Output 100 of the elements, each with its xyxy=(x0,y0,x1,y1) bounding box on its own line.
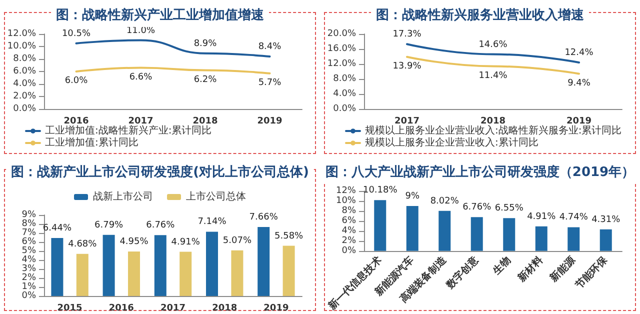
data-label: 12.4% xyxy=(564,48,594,58)
y-tick-label: 2% xyxy=(22,273,36,283)
y-tick-label: 5% xyxy=(22,246,36,256)
bar xyxy=(154,235,166,296)
y-tick-label: 8% xyxy=(22,219,36,229)
bar xyxy=(568,227,580,251)
data-label: 5.07% xyxy=(222,236,252,246)
legend-label: 战新上市公司 xyxy=(93,190,153,202)
y-tick-label: 10.0% xyxy=(7,42,36,52)
y-tick-label: 0% xyxy=(342,246,356,256)
data-label: 10.5% xyxy=(62,28,91,39)
x-tick-label: 2017 xyxy=(128,116,154,126)
y-tick-label: 4.0% xyxy=(13,79,36,89)
y-tick-label: 6.0% xyxy=(13,66,36,76)
y-tick-label: 8.0% xyxy=(333,74,356,84)
bar xyxy=(535,226,548,251)
data-label: 8.9% xyxy=(194,38,218,49)
y-tick-label: 20.0% xyxy=(327,29,356,39)
y-tick-label: 3% xyxy=(22,264,36,274)
legend-label: 规模以上服务业企业营业收入:累计同比 xyxy=(365,136,538,148)
bar xyxy=(206,232,218,296)
bar xyxy=(600,229,612,251)
bar xyxy=(438,210,451,251)
y-tick-label: 2.0% xyxy=(13,92,36,102)
y-tick-label: 6% xyxy=(342,216,356,226)
y-tick-label: 9% xyxy=(22,210,36,220)
bar xyxy=(128,251,140,296)
y-tick-label: 12.0% xyxy=(7,29,36,39)
y-tick-label: 2% xyxy=(342,236,356,246)
data-label: 4.91% xyxy=(527,212,556,222)
data-label: 4.91% xyxy=(171,237,200,248)
bar xyxy=(258,227,270,296)
x-tick-label: 生物 xyxy=(490,254,514,278)
data-label: 4.74% xyxy=(559,212,588,223)
bar xyxy=(51,238,64,296)
data-label: 14.6% xyxy=(478,40,508,50)
x-tick-label: 2015 xyxy=(57,304,82,314)
data-label: 6.79% xyxy=(94,220,124,230)
y-tick-label: 10% xyxy=(336,196,356,206)
bar xyxy=(503,218,516,251)
bar xyxy=(76,254,88,296)
legend-label: 工业增加值:战略性新兴产业:累计同比 xyxy=(45,124,212,136)
bar xyxy=(231,250,244,296)
bar xyxy=(102,234,115,296)
bar xyxy=(180,252,192,296)
data-label: 5.7% xyxy=(258,78,282,88)
y-tick-label: 4% xyxy=(342,226,356,236)
legend-label: 工业增加值:累计同比 xyxy=(45,136,138,148)
data-label: 13.9% xyxy=(392,61,422,72)
y-tick-label: 7% xyxy=(22,228,36,238)
data-label: 4.31% xyxy=(592,214,621,225)
bar xyxy=(282,246,295,296)
y-tick-label: 12% xyxy=(336,186,356,196)
y-tick-label: 16.0% xyxy=(327,44,356,54)
data-label: 7.66% xyxy=(249,212,278,223)
data-label: 11.4% xyxy=(478,70,508,81)
x-tick-label: 2017 xyxy=(394,116,420,126)
x-tick-label: 2016 xyxy=(64,116,89,126)
data-label: 8.4% xyxy=(258,42,282,52)
y-tick-label: 0.0% xyxy=(333,104,356,114)
data-label: 8.02% xyxy=(430,196,460,206)
bar xyxy=(470,217,483,251)
y-tick-label: 1% xyxy=(22,282,36,292)
data-label: 6.44% xyxy=(42,224,72,234)
data-label: 10.18% xyxy=(362,186,398,196)
data-label: 6.76% xyxy=(146,220,176,231)
x-tick-label: 2019 xyxy=(566,116,592,126)
y-tick-label: 0% xyxy=(22,291,36,301)
x-tick-label: 2016 xyxy=(108,304,134,314)
data-label: 9% xyxy=(405,191,420,202)
data-label: 9.4% xyxy=(568,78,591,88)
bar xyxy=(374,200,386,251)
data-label: 6.2% xyxy=(194,74,218,85)
data-label: 6.0% xyxy=(64,76,88,86)
data-label: 17.3% xyxy=(392,30,422,40)
x-tick-label: 2017 xyxy=(160,304,186,314)
chart-title: 图：战略性新兴产业工业增加值增速 xyxy=(56,7,265,23)
y-tick-label: 8.0% xyxy=(13,54,36,64)
x-tick-label: 2019 xyxy=(264,304,289,314)
chart-title: 图：战略性新兴服务业营业收入增速 xyxy=(376,7,585,23)
x-tick-label: 2018 xyxy=(192,116,218,126)
y-tick-label: 6% xyxy=(22,237,36,247)
legend-label: 规模以上服务业企业营业收入:战略性新兴服务业:累计同比 xyxy=(365,124,622,136)
data-label: 7.14% xyxy=(198,217,227,228)
legend-label: 上市公司总体 xyxy=(186,190,246,202)
x-tick-label: 新材料 xyxy=(514,254,546,285)
y-tick-label: 4% xyxy=(22,255,36,265)
x-tick-label: 2019 xyxy=(257,116,282,126)
data-label: 6.6% xyxy=(129,72,153,82)
y-tick-label: 12.0% xyxy=(327,59,356,69)
data-label: 4.95% xyxy=(120,236,149,247)
chart-title: 图：战新产业上市公司研发强度(对比上市公司总体) xyxy=(11,164,309,180)
data-label: 5.58% xyxy=(274,231,304,242)
data-label: 6.55% xyxy=(494,204,524,214)
data-label: 4.68% xyxy=(68,239,98,250)
y-tick-label: 8% xyxy=(342,206,356,216)
data-label: 6.76% xyxy=(462,202,492,213)
x-tick-label: 2018 xyxy=(212,304,238,314)
x-tick-label: 2018 xyxy=(480,116,506,126)
y-tick-label: 4.0% xyxy=(333,89,356,99)
